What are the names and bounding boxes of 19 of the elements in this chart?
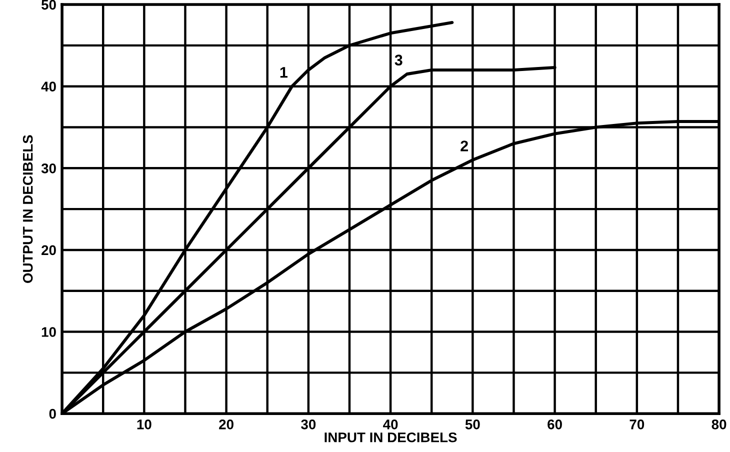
annotation: 3: [394, 54, 402, 66]
x-tick-label: 50: [465, 420, 480, 430]
x-tick-label: 80: [712, 420, 726, 430]
x-axis-title: INPUT IN DECIBELS: [324, 432, 457, 442]
y-tick-label: 0: [49, 408, 56, 419]
x-tick-label: 60: [548, 420, 562, 430]
x-tick-label: 30: [301, 420, 316, 430]
annotation: 1: [280, 67, 288, 78]
y-tick-label: 40: [41, 82, 56, 92]
x-tick-label: 20: [219, 420, 234, 430]
x-tick-label: 70: [630, 420, 644, 430]
y-tick-label: 10: [42, 327, 56, 337]
y-tick-label: 20: [42, 245, 56, 256]
y-axis-title: OUTPUT IN DECIBELS: [22, 135, 33, 283]
x-tick-label: 10: [137, 420, 152, 430]
y-tick-label: 30: [41, 163, 56, 174]
x-tick-label: 40: [383, 420, 398, 430]
y-tick-label: 50: [41, 0, 56, 10]
annotation: 2: [460, 140, 468, 152]
